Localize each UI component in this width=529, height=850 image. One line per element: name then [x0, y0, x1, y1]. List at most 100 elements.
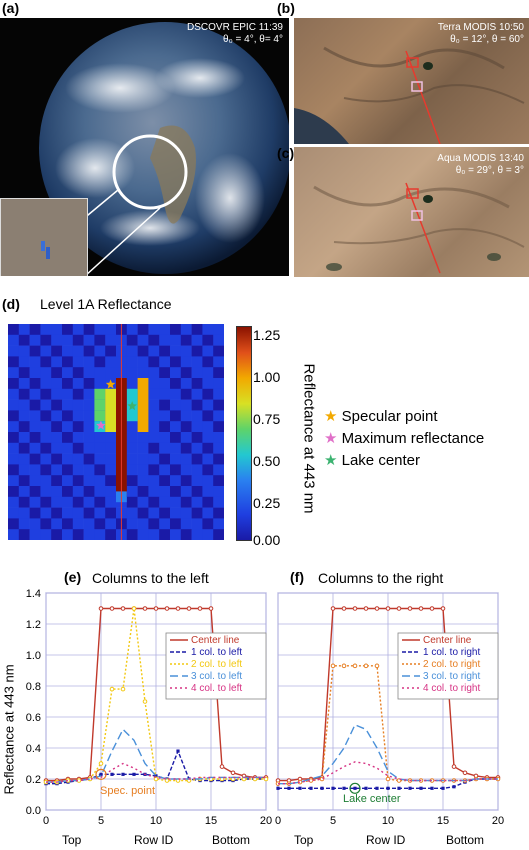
heatmap-cell: [170, 399, 182, 411]
panel-b-label: (b): [277, 0, 295, 16]
heatmap-cell: [191, 518, 203, 530]
heatmap-cell: [159, 345, 171, 357]
heatmap-cell: [170, 453, 182, 465]
panel-f-title: Columns to the right: [318, 570, 444, 586]
panel-a-inset-zoom: [0, 198, 88, 276]
x-tick-label: 15: [437, 815, 449, 827]
series-point: [164, 778, 170, 783]
heatmap-cell: [72, 507, 84, 519]
series-point: [131, 606, 137, 611]
heatmap-cell: [202, 442, 214, 454]
heatmap-cell: [83, 453, 95, 465]
heatmap-cell: [29, 399, 41, 411]
heatmap-cell: [126, 334, 138, 346]
colorbar-tick: 0.75: [253, 411, 281, 427]
heatmap-cell: [180, 496, 192, 508]
heatmap-cell: [105, 496, 117, 508]
heatmap-cell: [72, 453, 84, 465]
heatmap-cell: [170, 486, 182, 498]
series-point: [208, 606, 214, 611]
heatmap-cell: [72, 345, 84, 357]
heatmap-cell: [159, 388, 171, 400]
heatmap-cell: [72, 378, 84, 390]
heatmap-cell: [62, 410, 74, 422]
series-point: [154, 774, 158, 778]
heatmap-cell: [51, 356, 63, 368]
heatmap-cell: [137, 464, 149, 476]
series-point: [164, 606, 170, 611]
heatmap-cell: [180, 324, 192, 336]
heatmap-cell: [94, 507, 106, 519]
heatmap-cell: [29, 388, 41, 400]
heatmap-cell: [202, 518, 214, 530]
panel-b-overlay: [294, 46, 525, 144]
heatmap-cell: [8, 324, 20, 336]
heatmap-cell: [159, 421, 171, 433]
heatmap-cell: [72, 475, 84, 487]
heatmap-cell: [191, 421, 203, 433]
heatmap-cell: [18, 518, 30, 530]
heatmap-cell: [18, 356, 30, 368]
heatmap-cell: [83, 432, 95, 444]
series-point: [363, 663, 369, 669]
heatmap-cell: [126, 421, 138, 433]
heatmap-cell: [213, 356, 225, 368]
heatmap-cell: [213, 367, 225, 379]
heatmap-cell: [180, 442, 192, 454]
y-tick-label: 1.4: [26, 588, 41, 600]
series-line: [278, 761, 498, 785]
heatmap-cell: [8, 453, 20, 465]
inset-lake-pixel: [46, 247, 50, 259]
y-tick-label: 1.2: [26, 619, 41, 631]
heatmap-cell: [40, 345, 52, 357]
heatmap-cell: [202, 486, 214, 498]
heatmap-cell: [8, 367, 20, 379]
heatmap-cell: [191, 453, 203, 465]
heatmap-cell: [94, 496, 106, 508]
series-point: [440, 606, 446, 611]
heatmap-cell: [159, 464, 171, 476]
line-chart-e: 0.0 0.2 0.4 0.6 0.8 1.0 1.2 1.4 0 5 10 15 20 Center l…: [26, 588, 272, 827]
heatmap-cell: [148, 496, 160, 508]
heatmap-cell: [62, 324, 74, 336]
series-point: [309, 786, 313, 790]
heatmap-cell: [137, 475, 149, 487]
heatmap-cell: [159, 475, 171, 487]
heatmap-cell: [94, 410, 106, 422]
heatmap-cell: [213, 399, 225, 411]
earth-globe: [39, 22, 289, 276]
heatmap-cell: [51, 442, 63, 454]
heatmap-cell: [62, 518, 74, 530]
heatmap-cell: [137, 529, 149, 541]
heatmap-cell: [170, 356, 182, 368]
heatmap-cell: [213, 421, 225, 433]
series-point: [430, 786, 434, 790]
heatmap-cell: [170, 529, 182, 541]
heatmap-cell: [51, 475, 63, 487]
heatmap-cell: [213, 453, 225, 465]
legend-maximum-reflectance: ★ Maximum reflectance: [324, 430, 485, 447]
heatmap-svg: [8, 324, 225, 541]
heatmap-cell: [191, 529, 203, 541]
heatmap-cell: [51, 486, 63, 498]
heatmap-cell: [170, 388, 182, 400]
heatmap-cell: [8, 442, 20, 454]
heatmap-cell: [126, 475, 138, 487]
heatmap-cell: [170, 518, 182, 530]
series-point: [142, 606, 148, 611]
heatmap-cell: [137, 518, 149, 530]
heatmap-cell: [18, 388, 30, 400]
heatmap-cell: [159, 442, 171, 454]
heatmap-cell: [72, 496, 84, 508]
heatmap-cell: [8, 486, 20, 498]
heatmap-cell: [137, 378, 149, 432]
heatmap-cell: [8, 529, 20, 541]
heatmap-cell: [191, 442, 203, 454]
series-point: [429, 606, 435, 611]
heatmap-cell: [180, 345, 192, 357]
heatmap-cell: [202, 345, 214, 357]
heatmap-cell: [51, 388, 63, 400]
legend-label: Maximum reflectance: [341, 430, 485, 447]
panel-e-label: (e): [64, 569, 82, 585]
panel-a-earth-image: DSCOVR EPIC 11:39 θ₀ = 4°, θ= 4°: [0, 18, 289, 276]
